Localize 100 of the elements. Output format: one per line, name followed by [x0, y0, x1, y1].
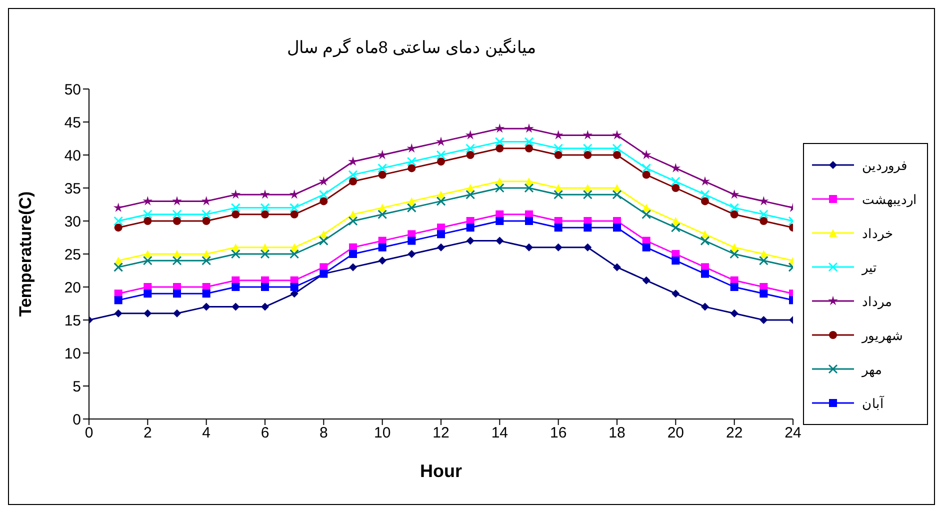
- point: [349, 250, 357, 258]
- point: [318, 236, 328, 246]
- point: [466, 190, 476, 200]
- point: [232, 210, 240, 218]
- point: [582, 130, 593, 140]
- point: [672, 290, 680, 298]
- point: [642, 163, 652, 173]
- point: [408, 164, 416, 172]
- x-tick-label: 12: [432, 424, 450, 442]
- point: [525, 144, 533, 152]
- point: [202, 302, 210, 311]
- point: [144, 290, 152, 298]
- point: [172, 210, 182, 220]
- point: [760, 290, 768, 298]
- point: [378, 210, 388, 220]
- point: [466, 224, 474, 232]
- point: [142, 196, 153, 206]
- legend-label: شهریور: [862, 328, 903, 342]
- point: [202, 256, 212, 266]
- point: [524, 137, 534, 147]
- legend-label: اردیبهشت: [862, 192, 917, 206]
- point: [553, 130, 564, 140]
- y-axis-title: Temperature(C): [16, 191, 36, 317]
- x-tick-label: 22: [726, 424, 743, 442]
- point: [613, 263, 621, 272]
- y-tick-label: 25: [64, 246, 81, 264]
- point: [261, 210, 269, 218]
- point: [437, 243, 445, 252]
- point: [318, 176, 329, 186]
- y-tick-label: 10: [64, 345, 81, 362]
- y-tick-label: 15: [64, 312, 81, 330]
- point: [408, 250, 416, 258]
- point: [466, 236, 474, 245]
- point: [290, 203, 300, 213]
- x-axis-title: Hour: [420, 461, 462, 481]
- point: [554, 190, 564, 200]
- x-tick-label: 18: [608, 424, 626, 442]
- point: [642, 210, 652, 220]
- y-tick-label: 30: [64, 213, 81, 230]
- point: [496, 144, 504, 152]
- point: [758, 196, 769, 206]
- point: [642, 243, 650, 252]
- point: [554, 144, 564, 154]
- y-tick-label: 35: [64, 180, 81, 198]
- x-tick-label: 2: [143, 424, 152, 442]
- point: [729, 189, 740, 199]
- point: [700, 236, 710, 246]
- point: [378, 256, 386, 265]
- point: [554, 243, 562, 252]
- point: [378, 170, 386, 179]
- point: [230, 249, 240, 259]
- point: [290, 249, 300, 259]
- y-tick-label: 50: [64, 81, 81, 98]
- point: [290, 210, 298, 218]
- point: [554, 224, 562, 232]
- point: [173, 309, 181, 318]
- point: [406, 203, 416, 213]
- point: [670, 163, 681, 172]
- point: [144, 217, 152, 225]
- y-tick-label: 45: [64, 114, 81, 132]
- point: [114, 309, 122, 318]
- point: [232, 302, 240, 311]
- point: [582, 190, 592, 200]
- point: [406, 143, 417, 153]
- x-tick-label: 8: [319, 424, 328, 442]
- x-tick-label: 20: [667, 424, 684, 442]
- point: [582, 144, 592, 154]
- point: [525, 217, 533, 225]
- x-tick-label: 16: [550, 424, 567, 442]
- point: [202, 210, 212, 220]
- point: [701, 197, 709, 206]
- point: [378, 243, 386, 252]
- point: [201, 196, 212, 206]
- point: [202, 217, 210, 225]
- point: [730, 283, 738, 291]
- point: [642, 170, 650, 179]
- point: [230, 203, 240, 213]
- point: [466, 151, 474, 159]
- point: [465, 130, 476, 140]
- point: [349, 263, 357, 272]
- point: [584, 224, 592, 232]
- point: [494, 123, 505, 133]
- point: [525, 243, 533, 252]
- point: [524, 123, 534, 133]
- point: [496, 217, 504, 225]
- point: [406, 156, 416, 166]
- legend-label: آبان: [862, 396, 884, 410]
- point: [260, 189, 270, 199]
- point: [408, 236, 416, 245]
- point: [318, 190, 328, 200]
- x-tick-label: 24: [784, 424, 802, 442]
- point: [672, 256, 680, 265]
- point: [114, 262, 124, 272]
- point: [554, 151, 562, 159]
- y-tick-label: 5: [72, 378, 81, 396]
- point: [377, 150, 388, 160]
- point: [584, 151, 592, 159]
- point: [142, 210, 152, 220]
- point: [494, 183, 504, 193]
- point: [701, 302, 709, 311]
